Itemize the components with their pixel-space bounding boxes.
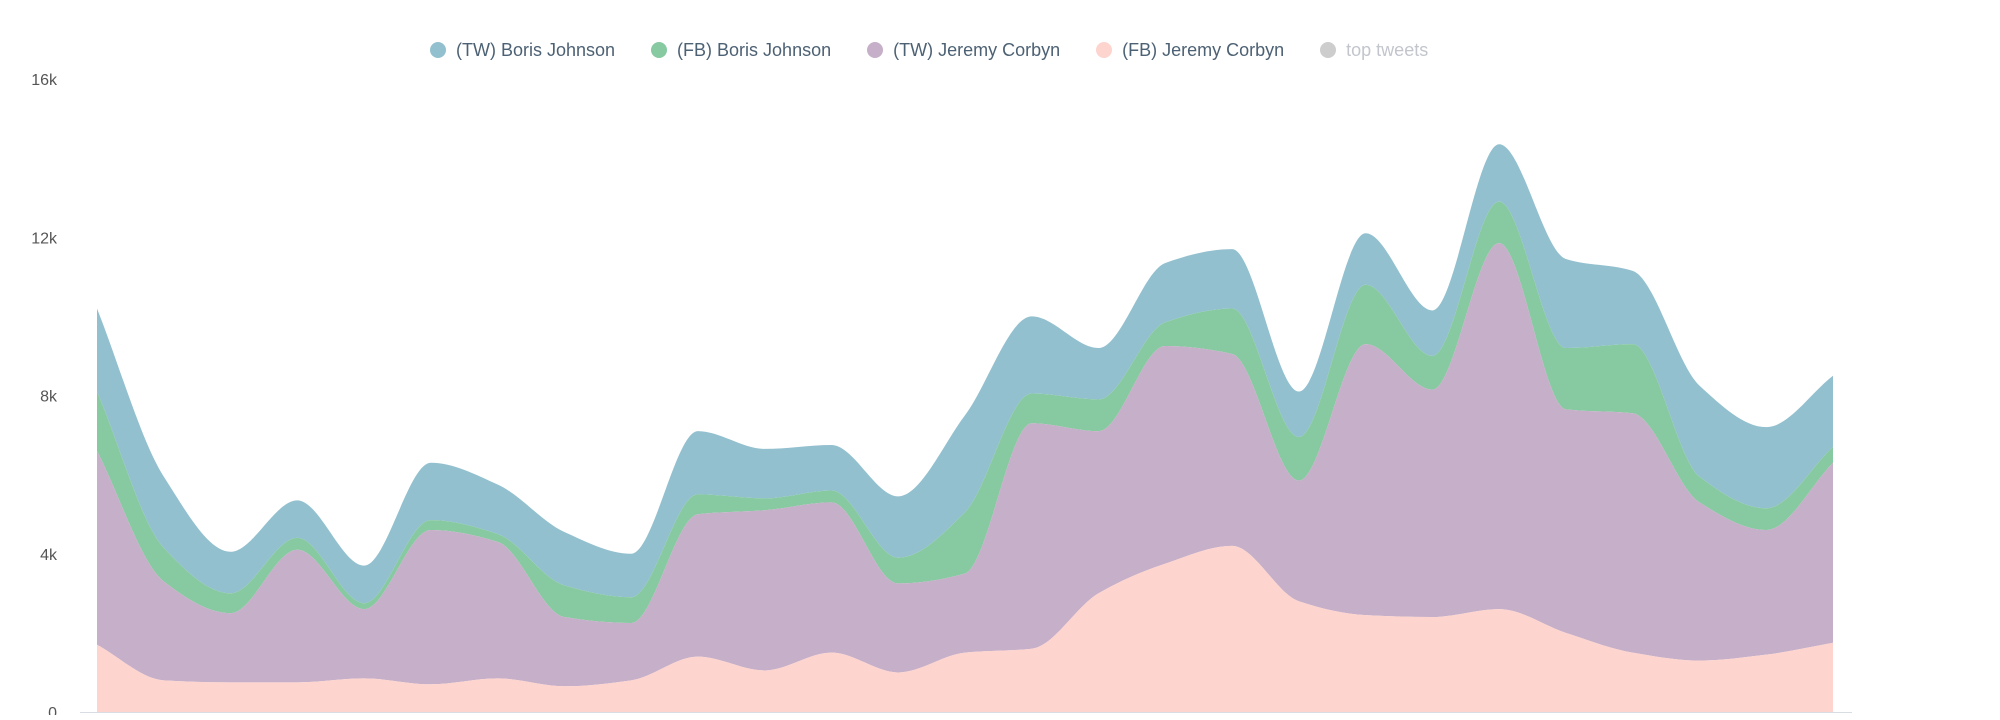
legend-label-fb-jeremy-corbyn: (FB) Jeremy Corbyn xyxy=(1122,39,1285,60)
y-tick-label: 12k xyxy=(31,230,58,247)
axes: 0 4k 8k 12k 16k xyxy=(31,72,1852,720)
legend-item-tw-jeremy-corbyn[interactable]: (TW) Jeremy Corbyn xyxy=(867,40,1060,61)
area-fb-jeremy-corbyn[interactable] xyxy=(97,545,1833,712)
area-tw-jeremy-corbyn[interactable] xyxy=(97,243,1833,687)
legend-swatch-tw-jeremy-corbyn xyxy=(867,42,884,58)
legend-swatch-tw-boris-johnson xyxy=(430,42,446,58)
legend-item-fb-boris-johnson[interactable]: (FB) Boris Johnson xyxy=(651,40,831,61)
legend-label-fb-boris-johnson: (FB) Boris Johnson xyxy=(677,39,832,60)
legend-swatch-fb-jeremy-corbyn xyxy=(1096,42,1113,58)
legend-label-top-tweets: top tweets xyxy=(1346,39,1429,60)
y-tick-label: 4k xyxy=(40,547,58,564)
legend: (TW) Boris Johnson (FB) Boris Johnson (T… xyxy=(430,38,1428,62)
legend-swatch-fb-boris-johnson xyxy=(651,42,668,58)
area-tw-boris-johnson[interactable] xyxy=(97,144,1833,604)
y-tick-label: 8k xyxy=(40,389,58,406)
legend-label-tw-boris-johnson: (TW) Boris Johnson xyxy=(456,39,616,60)
y-tick-label: 0 xyxy=(48,705,57,715)
legend-item-tw-boris-johnson[interactable]: (TW) Boris Johnson xyxy=(430,40,615,61)
area-fb-boris-johnson[interactable] xyxy=(97,201,1833,623)
stacked-areas xyxy=(97,144,1833,712)
legend-swatch-top-tweets xyxy=(1320,42,1337,58)
y-tick-label: 16k xyxy=(31,72,58,89)
legend-item-top-tweets[interactable]: top tweets xyxy=(1320,40,1428,61)
legend-label-tw-jeremy-corbyn: (TW) Jeremy Corbyn xyxy=(893,39,1061,60)
legend-item-fb-jeremy-corbyn[interactable]: (FB) Jeremy Corbyn xyxy=(1096,40,1284,61)
